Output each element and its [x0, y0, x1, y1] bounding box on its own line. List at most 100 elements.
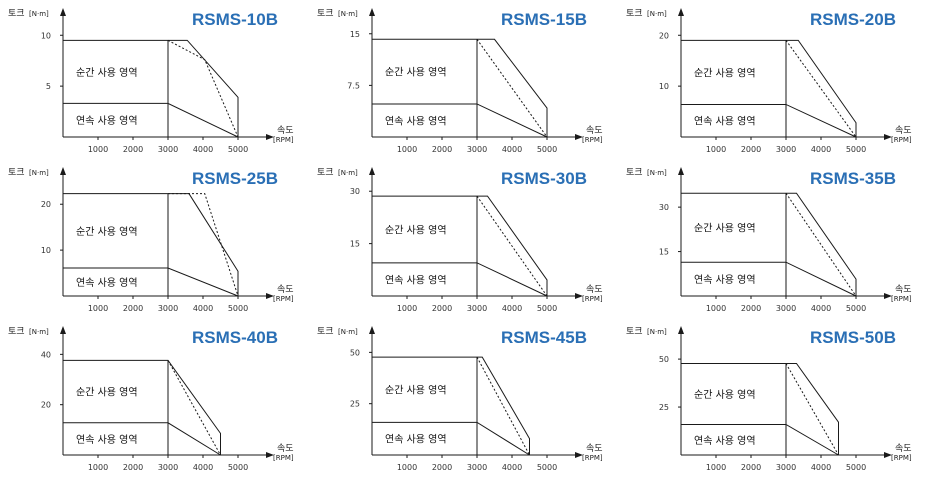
x-axis-label: 속도: [277, 284, 294, 295]
continuous-region-label: 연속 사용 영역: [385, 434, 447, 446]
x-axis-arrow: [575, 134, 583, 140]
x-tick-label: 5000: [537, 463, 557, 472]
y-tick-label: 40: [41, 350, 51, 359]
y-tick-label: 15: [659, 248, 669, 257]
continuous-torque-line: [681, 424, 839, 456]
chart-panel-rsms-45b: RSMS-45B 토크 [N·m] 속도 [RPM] 1000 2000 3000 4000 50…: [309, 318, 618, 477]
x-axis-label: 속도: [586, 284, 603, 295]
peak-region-label: 순간 사용 영역: [694, 389, 756, 401]
peak-envelope-line: [63, 359, 221, 455]
peak-region-label: 순간 사용 영역: [385, 224, 447, 236]
y-tick-label: 25: [350, 400, 360, 409]
x-axis-arrow: [575, 452, 583, 458]
peak-dotted-line: [785, 40, 857, 138]
x-axis-arrow: [884, 134, 892, 140]
x-axis-unit: [RPM]: [273, 454, 294, 462]
x-tick-label: 3000: [776, 463, 796, 472]
x-tick-label: 2000: [432, 463, 452, 472]
x-tick-label: 3000: [158, 304, 178, 313]
continuous-region-label: 연속 사용 영역: [694, 435, 756, 447]
y-tick-label: 20: [41, 401, 51, 410]
x-tick-label: 4000: [811, 463, 831, 472]
y-axis-label: 토크: [626, 327, 643, 337]
y-axis-unit: [N·m]: [338, 10, 358, 18]
y-axis-unit: [N·m]: [29, 169, 49, 177]
x-tick-label: 4000: [811, 304, 831, 313]
y-axis-arrow: [60, 8, 66, 16]
chart-panel-rsms-50b: RSMS-50B 토크 [N·m] 속도 [RPM] 1000 2000 3000 4000 50…: [618, 318, 927, 477]
peak-envelope-line: [681, 192, 857, 296]
y-axis-arrow: [678, 8, 684, 16]
chart-panel-rsms-20b: RSMS-20B 토크 [N·m] 속도 [RPM] 1000 2000 3000 4000 50…: [618, 0, 927, 159]
x-axis-arrow: [266, 134, 274, 140]
x-tick-label: 5000: [228, 304, 248, 313]
peak-region-label: 순간 사용 영역: [694, 67, 756, 79]
x-tick-label: 2000: [432, 145, 452, 154]
chart-title: RSMS-20B: [810, 10, 896, 29]
x-axis-arrow: [266, 293, 274, 299]
chart-svg: RSMS-45B 토크 [N·m] 속도[RPM] 1000 2000 3000 4000 50…: [317, 326, 603, 472]
continuous-torque-line: [681, 103, 857, 138]
x-tick-label: 1000: [397, 304, 417, 313]
x-tick-label: 5000: [537, 304, 557, 313]
x-tick-label: 3000: [776, 304, 796, 313]
x-tick-label: 3000: [776, 145, 796, 154]
y-axis-unit: [N·m]: [647, 169, 667, 177]
continuous-torque-line: [372, 262, 548, 297]
x-tick-label: 1000: [88, 463, 108, 472]
x-tick-label: 3000: [467, 145, 487, 154]
peak-region-label: 순간 사용 영역: [694, 223, 756, 235]
chart-panel-rsms-35b: RSMS-35B 토크 [N·m] 속도 [RPM] 1000 2000 3000 4000 50…: [618, 159, 927, 318]
x-tick-label: 4000: [502, 304, 522, 313]
x-tick-label: 2000: [741, 304, 761, 313]
y-axis-unit: [N·m]: [29, 328, 49, 336]
y-tick-label: 15: [350, 240, 360, 249]
x-tick-label: 1000: [706, 304, 726, 313]
continuous-torque-line: [63, 267, 239, 297]
x-axis-arrow: [266, 452, 274, 458]
y-tick-label: 30: [659, 203, 669, 212]
chart-panel-rsms-30b: RSMS-30B 토크 [N·m] 속도 [RPM] 1000 2000 3000 4000 50…: [309, 159, 618, 318]
x-axis-label: 속도: [895, 125, 912, 136]
x-axis-arrow: [575, 293, 583, 299]
chart-title: RSMS-45B: [501, 328, 587, 347]
x-tick-label: 4000: [811, 145, 831, 154]
y-axis-label: 토크: [626, 168, 643, 178]
peak-region-label: 순간 사용 영역: [76, 387, 138, 399]
peak-envelope-line: [372, 195, 548, 296]
x-axis-arrow: [884, 293, 892, 299]
x-axis-label: 속도: [586, 443, 603, 454]
x-axis-unit: [RPM]: [582, 136, 603, 144]
chart-svg: RSMS-30B 토크 [N·m] 속도[RPM] 1000 2000 3000 4000 50…: [317, 167, 603, 313]
y-tick-label: 5: [46, 82, 51, 91]
peak-dotted-line: [168, 193, 239, 297]
peak-dotted-line: [167, 360, 221, 456]
x-tick-label: 1000: [706, 145, 726, 154]
x-tick-label: 2000: [123, 145, 143, 154]
x-tick-label: 3000: [158, 463, 178, 472]
x-tick-label: 1000: [397, 145, 417, 154]
x-tick-label: 5000: [846, 304, 866, 313]
y-axis-arrow: [369, 167, 375, 175]
y-axis-arrow: [60, 326, 66, 334]
x-tick-label: 1000: [88, 145, 108, 154]
x-axis-unit: [RPM]: [891, 454, 912, 462]
chart-svg: RSMS-10B 토크 [N·m] 속도[RPM] 1000 2000 3000 4000 50…: [8, 8, 294, 154]
chart-svg: RSMS-40B 토크 [N·m] 속도[RPM] 1000 2000 3000 4000 50…: [8, 326, 294, 472]
chart-svg: RSMS-35B 토크 [N·m] 속도[RPM] 1000 2000 3000 4000 50…: [626, 167, 912, 313]
continuous-region-label: 연속 사용 영역: [76, 277, 138, 289]
y-axis-arrow: [678, 326, 684, 334]
continuous-torque-line: [63, 422, 221, 456]
y-tick-label: 50: [659, 355, 669, 364]
y-axis-label: 토크: [8, 168, 25, 178]
chart-svg: RSMS-25B 토크 [N·m] 속도[RPM] 1000 2000 3000 4000 50…: [8, 167, 294, 313]
continuous-region-label: 연속 사용 영역: [694, 274, 756, 286]
x-tick-label: 1000: [397, 463, 417, 472]
x-tick-label: 4000: [502, 145, 522, 154]
peak-dotted-line: [476, 356, 530, 456]
x-axis-label: 속도: [277, 125, 294, 136]
y-tick-label: 7.5: [347, 81, 360, 90]
y-axis-unit: [N·m]: [338, 169, 358, 177]
continuous-region-label: 연속 사용 영역: [694, 116, 756, 128]
y-axis-arrow: [369, 326, 375, 334]
